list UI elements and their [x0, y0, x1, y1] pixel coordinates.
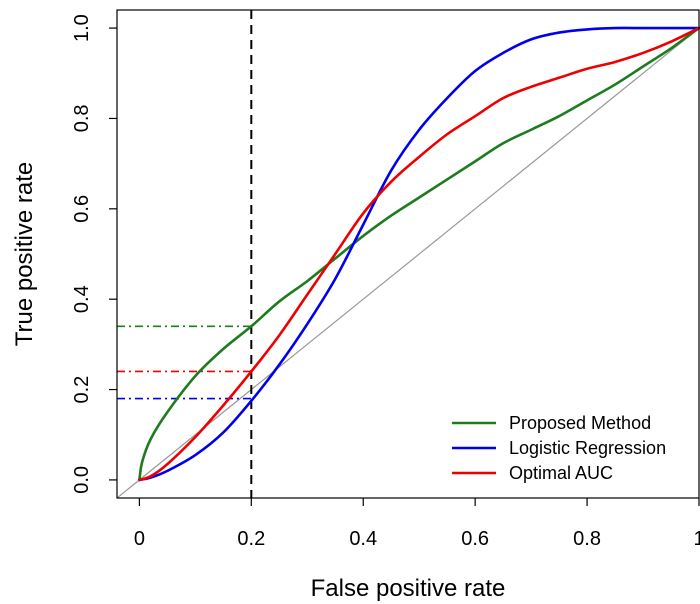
x-tick-label: 0.4 [349, 528, 377, 550]
y-axis-label: True positive rate [11, 162, 38, 347]
legend-label-optimal-auc: Optimal AUC [509, 463, 613, 483]
y-tick-label: 0.2 [71, 376, 93, 404]
x-tick-label: 0.2 [237, 528, 265, 550]
y-tick-label: 0.6 [71, 195, 93, 223]
x-tick-label: 0 [134, 528, 145, 550]
legend-label-logistic-regression: Logistic Regression [509, 438, 666, 458]
series-line-logistic-regression [138, 26, 700, 482]
plot-border [116, 9, 700, 499]
diagonal-reference-line [117, 27, 699, 498]
x-axis-label: False positive rate [311, 575, 506, 602]
x-tick-label: 0.8 [573, 528, 601, 550]
x-tick-label: 1 [693, 528, 700, 550]
legend: Proposed Method Logistic Regression Optima… [452, 413, 666, 483]
legend-label-proposed-method: Proposed Method [509, 413, 651, 433]
series-line-proposed-method [138, 26, 700, 482]
y-tick-label: 0.8 [71, 104, 93, 132]
x-tick-label: 0.6 [461, 528, 489, 550]
y-tick-label: 0.4 [71, 285, 93, 313]
y-tick-label: 0.0 [71, 466, 93, 494]
plot-area [117, 10, 700, 498]
axes: 0 0.2 0.4 0.6 0.8 1 0.0 0.2 0.4 0.6 0.8 1.0 [71, 9, 700, 550]
series-line-optimal-auc [138, 26, 700, 482]
y-tick-label: 1.0 [71, 14, 93, 42]
